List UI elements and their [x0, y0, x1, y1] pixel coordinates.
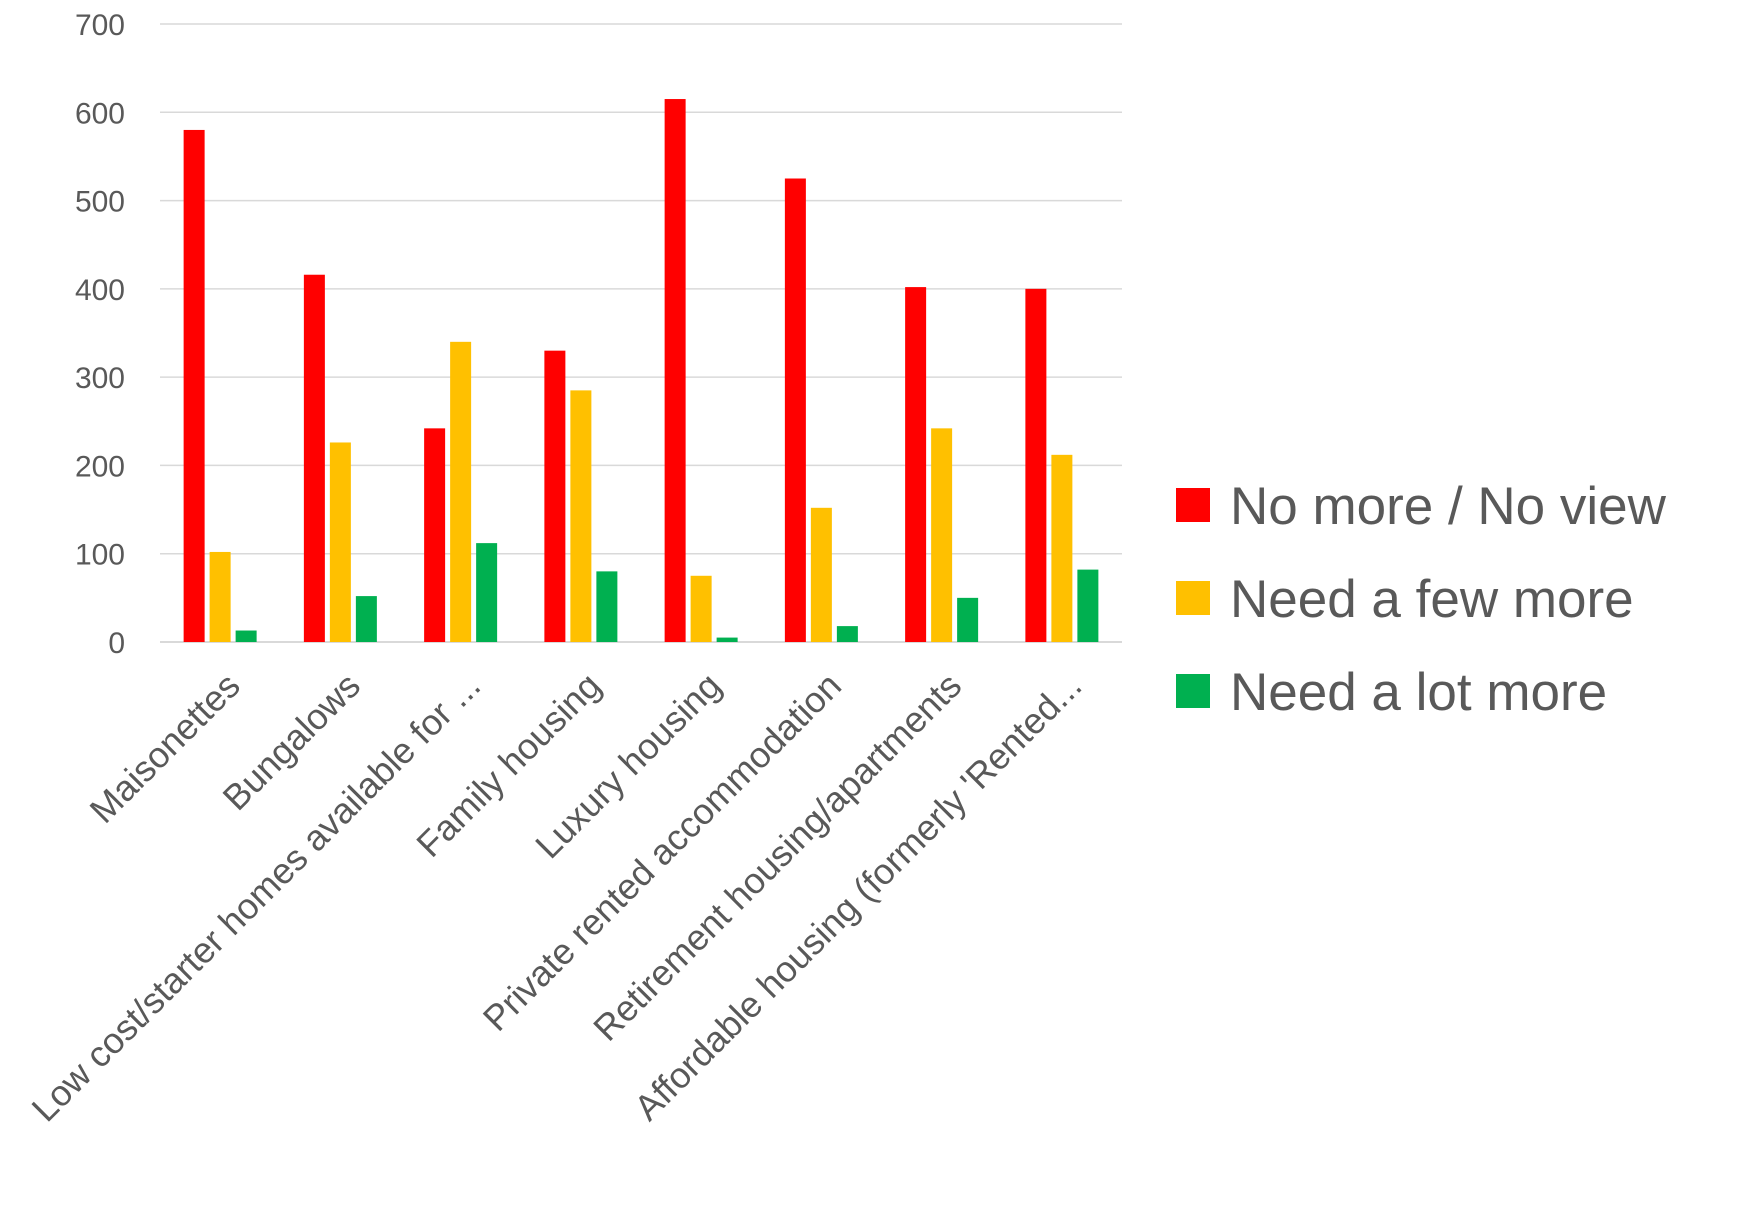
bar — [1051, 454, 1073, 642]
bar — [905, 287, 927, 642]
x-tick-label: Affordable housing (formerly 'Rented... — [626, 665, 1090, 1129]
legend: No more / No view Need a few more Need a l… — [1176, 477, 1667, 722]
legend-swatch — [1176, 488, 1210, 522]
legend-label: Need a lot more — [1230, 663, 1607, 722]
y-tick-label: 100 — [75, 539, 125, 572]
bar — [544, 350, 566, 642]
y-tick-label: 500 — [75, 186, 125, 219]
x-tick-label: Low cost/starter homes available for ... — [24, 665, 489, 1130]
x-tick-label: Maisonettes — [82, 665, 248, 831]
bar — [596, 571, 618, 642]
bar — [1077, 569, 1099, 642]
bar — [303, 274, 325, 642]
bars — [183, 99, 1099, 643]
y-tick-label: 700 — [75, 9, 125, 42]
bar — [355, 596, 377, 642]
bar — [329, 442, 351, 642]
y-tick-label: 600 — [75, 97, 125, 130]
bar — [810, 507, 832, 642]
y-tick-label: 300 — [75, 362, 125, 395]
bar — [424, 428, 446, 642]
y-axis-tick-labels: 0 100 200 300 400 500 600 700 — [75, 9, 125, 660]
bar — [450, 341, 472, 642]
legend-label: Need a few more — [1230, 570, 1634, 629]
bar — [183, 129, 205, 642]
bar — [235, 630, 257, 642]
bar — [957, 597, 979, 642]
y-tick-label: 0 — [108, 627, 125, 660]
y-tick-label: 400 — [75, 274, 125, 307]
bar — [716, 637, 738, 642]
bar — [209, 551, 231, 642]
bar — [690, 575, 712, 642]
y-tick-label: 200 — [75, 450, 125, 483]
bar — [1025, 288, 1047, 642]
bar — [476, 543, 498, 642]
bar — [664, 99, 686, 643]
bar — [931, 428, 953, 642]
legend-label: No more / No view — [1230, 477, 1667, 536]
legend-swatch — [1176, 674, 1210, 708]
legend-swatch — [1176, 581, 1210, 615]
bar — [570, 390, 592, 642]
bar — [784, 178, 806, 642]
bar — [836, 626, 858, 642]
